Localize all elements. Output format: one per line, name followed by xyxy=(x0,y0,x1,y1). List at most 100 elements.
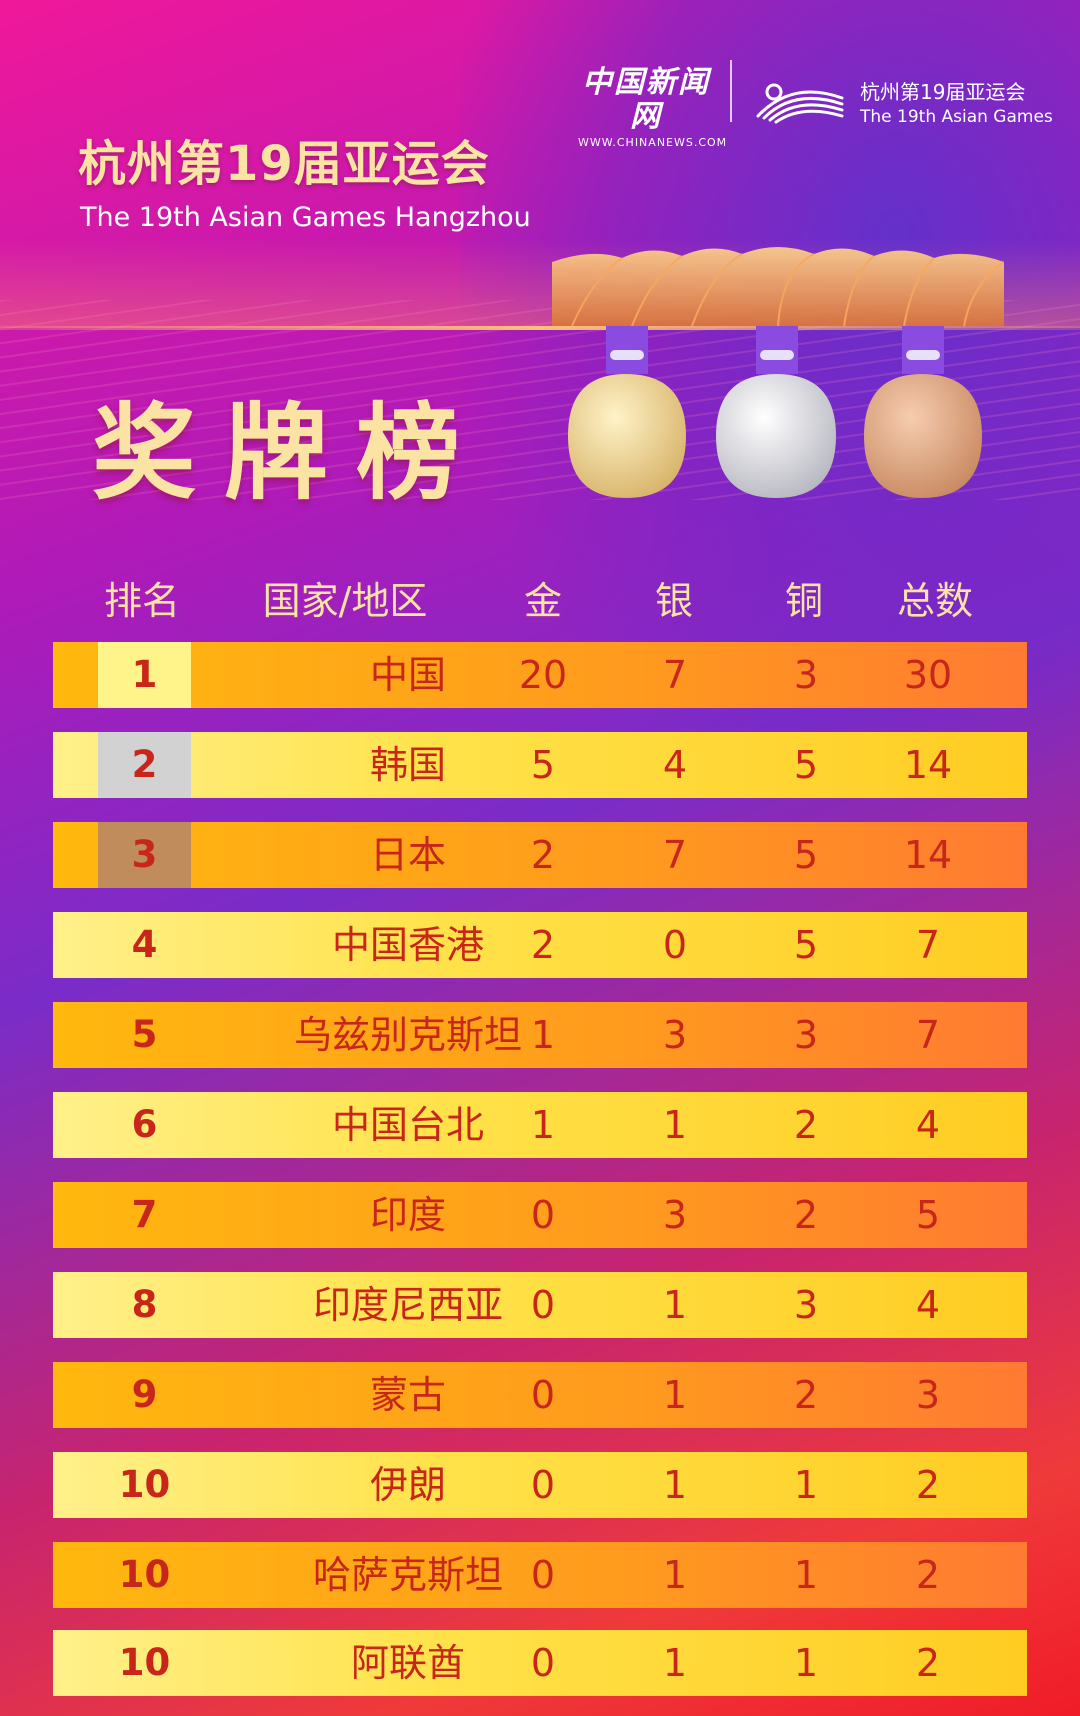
nation-cell: 中国 xyxy=(369,653,446,697)
gold-cell: 0 xyxy=(530,1193,556,1237)
bronze-cell: 1 xyxy=(793,1463,819,1507)
silver-cell: 1 xyxy=(662,1373,688,1417)
nation-cell: 中国台北 xyxy=(331,1103,484,1147)
gold-cell: 5 xyxy=(530,743,556,787)
silver-cell: 1 xyxy=(662,1283,688,1327)
nation-cell: 蒙古 xyxy=(369,1373,446,1417)
chinanews-logo: 中国新闻网 WWW.CHINANEWS.COM xyxy=(578,65,728,150)
header-silver: 银 xyxy=(654,579,693,623)
total-cell: 5 xyxy=(915,1193,941,1237)
total-cell: 2 xyxy=(915,1641,941,1685)
asian-games-logo-en: The 19th Asian Games xyxy=(860,107,1053,127)
bronze-cell: 3 xyxy=(793,653,819,697)
bronze-cell: 2 xyxy=(793,1103,819,1147)
gold-cell: 0 xyxy=(530,1641,556,1685)
stadium-icon xyxy=(552,247,1004,327)
gold-cell: 1 xyxy=(530,1013,556,1057)
nation-cell: 哈萨克斯坦 xyxy=(312,1553,503,1597)
gold-cell: 2 xyxy=(530,923,556,967)
bronze-cell: 5 xyxy=(793,833,819,877)
rank-cell: 3 xyxy=(131,833,158,876)
bronze-cell: 3 xyxy=(793,1013,819,1057)
silver-cell: 3 xyxy=(662,1013,688,1057)
total-cell: 2 xyxy=(915,1463,941,1507)
table-row: 4 中国香港 2 0 5 7 xyxy=(53,912,1027,978)
rank-highlight-bronze xyxy=(98,822,191,888)
rank-cell: 10 xyxy=(118,1553,171,1596)
gold-cell: 0 xyxy=(530,1283,556,1327)
nation-cell: 伊朗 xyxy=(369,1463,446,1507)
page-subtitle: The 19th Asian Games Hangzhou xyxy=(80,202,531,233)
gold-cell: 0 xyxy=(530,1553,556,1597)
logo-divider xyxy=(730,60,732,122)
table-row: 6 中国台北 1 1 2 4 xyxy=(53,1092,1027,1158)
total-cell: 30 xyxy=(903,653,953,697)
bronze-cell: 1 xyxy=(793,1641,819,1685)
nation-cell: 印度尼西亚 xyxy=(312,1283,503,1327)
table-row: 8 印度尼西亚 0 1 3 4 xyxy=(53,1272,1027,1338)
asian-games-emblem-icon xyxy=(756,83,844,124)
gold-cell: 1 xyxy=(530,1103,556,1147)
nation-cell: 阿联酋 xyxy=(350,1641,465,1685)
silver-cell: 1 xyxy=(662,1553,688,1597)
table-row: 3 日本 2 7 5 14 xyxy=(53,822,1027,888)
silver-cell: 3 xyxy=(662,1193,688,1237)
rank-cell: 8 xyxy=(131,1283,158,1326)
silver-cell: 1 xyxy=(662,1103,688,1147)
rank-cell: 9 xyxy=(131,1373,158,1416)
silver-medal-icon xyxy=(716,326,836,498)
total-cell: 4 xyxy=(915,1283,941,1327)
gold-cell: 0 xyxy=(530,1463,556,1507)
nation-cell: 日本 xyxy=(369,833,446,877)
asian-games-logo-cn: 杭州第19届亚运会 xyxy=(860,80,1026,104)
nation-cell: 印度 xyxy=(369,1193,446,1237)
bronze-cell: 1 xyxy=(793,1553,819,1597)
silver-cell: 1 xyxy=(662,1463,688,1507)
rank-cell: 6 xyxy=(131,1103,158,1146)
silver-cell: 0 xyxy=(662,923,688,967)
silver-cell: 7 xyxy=(662,653,688,697)
bronze-cell: 2 xyxy=(793,1193,819,1237)
table-row: 7 印度 0 3 2 5 xyxy=(53,1182,1027,1248)
header-bronze: 铜 xyxy=(784,579,823,623)
total-cell: 2 xyxy=(915,1553,941,1597)
chinanews-url: WWW.CHINANEWS.COM xyxy=(578,136,728,149)
medal-board-title: 奖牌榜 xyxy=(92,392,489,514)
chinanews-logo-text: 中国新闻网 xyxy=(582,65,710,134)
nation-cell: 韩国 xyxy=(369,743,446,787)
gold-medal-icon xyxy=(568,326,686,498)
bronze-cell: 2 xyxy=(793,1373,819,1417)
total-cell: 14 xyxy=(903,833,953,877)
silver-cell: 4 xyxy=(662,743,688,787)
horizon-line xyxy=(0,326,1080,330)
bronze-cell: 3 xyxy=(793,1283,819,1327)
rank-cell: 1 xyxy=(131,653,158,696)
rank-cell: 7 xyxy=(131,1193,158,1236)
table-row: 1 中国 20 7 3 30 xyxy=(53,642,1027,708)
rank-cell: 5 xyxy=(131,1013,158,1056)
asian-games-logo-text: 杭州第19届亚运会 The 19th Asian Games xyxy=(860,80,1053,128)
bronze-medal-icon xyxy=(864,326,982,498)
rank-cell: 2 xyxy=(131,743,158,786)
bronze-cell: 5 xyxy=(793,923,819,967)
table-row: 2 韩国 5 4 5 14 xyxy=(53,732,1027,798)
total-cell: 4 xyxy=(915,1103,941,1147)
table-row: 10 伊朗 0 1 1 2 xyxy=(53,1452,1027,1518)
table-row: 5 乌兹别克斯坦 1 3 3 7 xyxy=(53,1002,1027,1068)
table-row: 10 哈萨克斯坦 0 1 1 2 xyxy=(53,1542,1027,1608)
rank-highlight-gold xyxy=(98,642,191,708)
total-cell: 3 xyxy=(915,1373,941,1417)
rank-highlight-silver xyxy=(98,732,191,798)
gold-cell: 2 xyxy=(530,833,556,877)
bronze-cell: 5 xyxy=(793,743,819,787)
page-title: 杭州第19届亚运会 xyxy=(78,136,490,192)
total-cell: 14 xyxy=(903,743,953,787)
nation-cell: 乌兹别克斯坦 xyxy=(293,1013,522,1057)
silver-cell: 7 xyxy=(662,833,688,877)
header-nation: 国家/地区 xyxy=(262,579,428,623)
header-rank: 排名 xyxy=(103,579,180,623)
gold-cell: 20 xyxy=(518,653,568,697)
gold-cell: 0 xyxy=(530,1373,556,1417)
total-cell: 7 xyxy=(915,923,941,967)
